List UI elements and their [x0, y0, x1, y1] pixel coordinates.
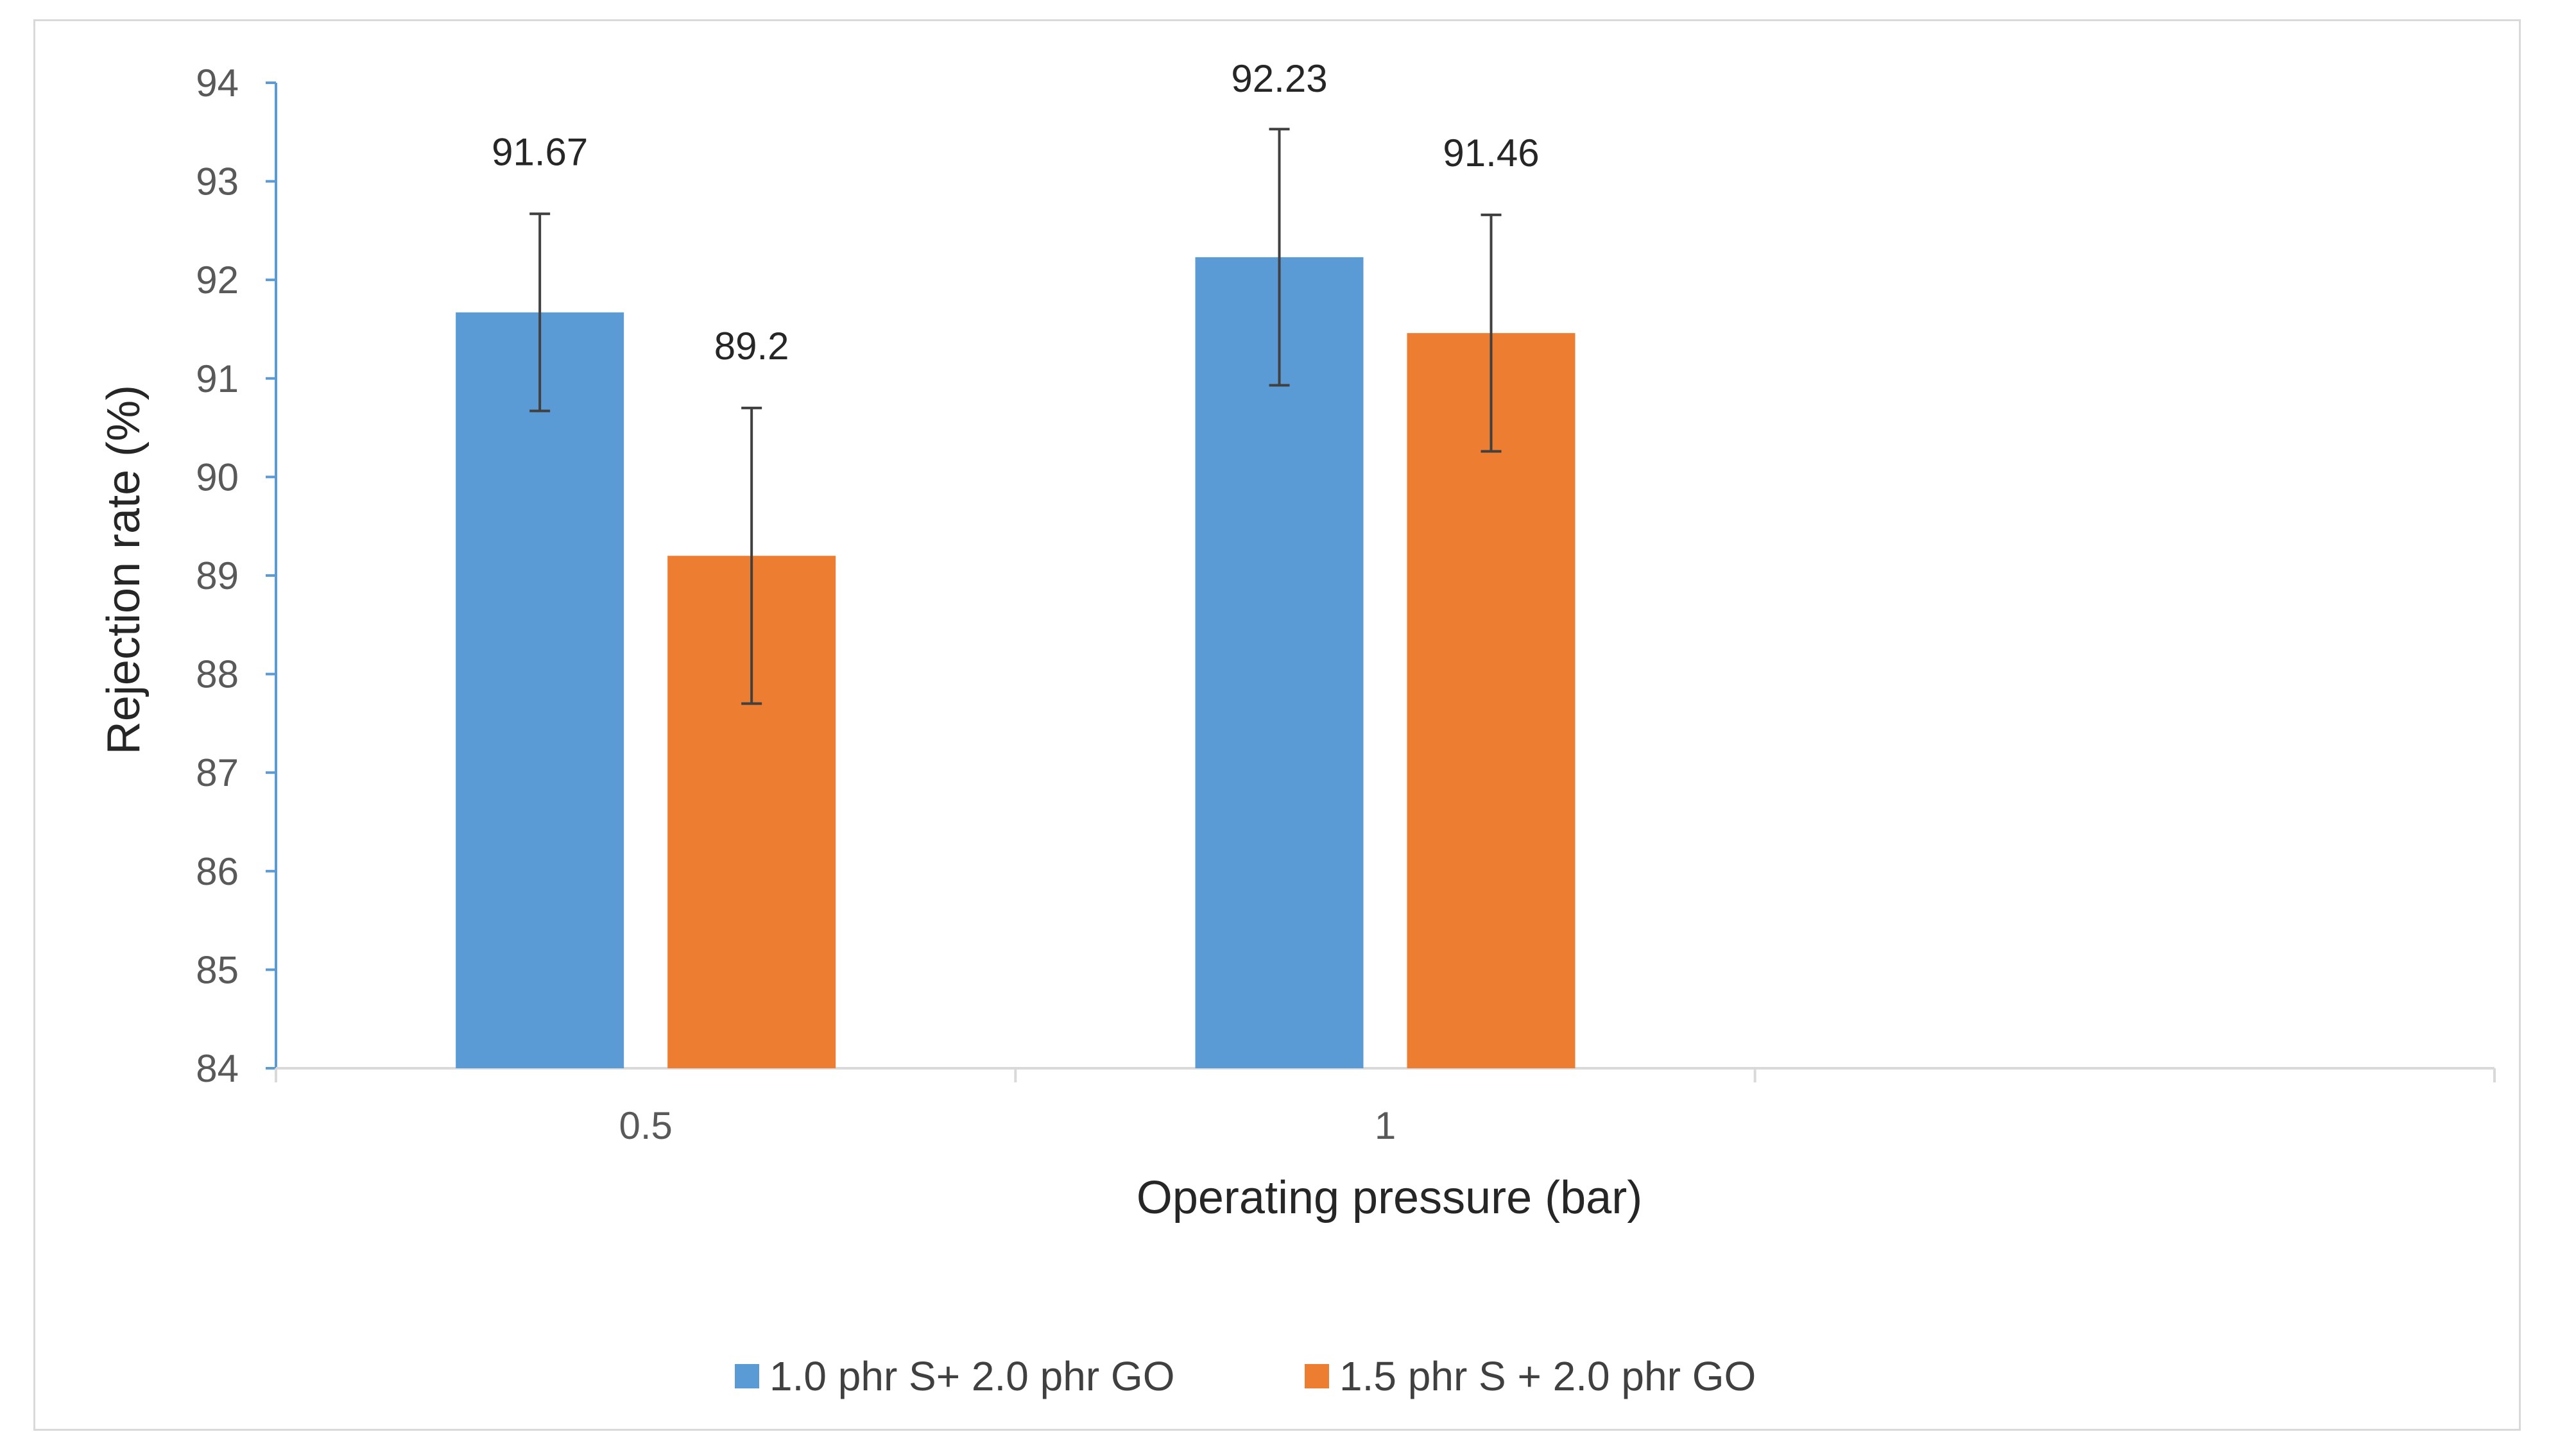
legend-label: 1.5 phr S + 2.0 phr GO: [1339, 1353, 1756, 1399]
y-tick-label: 92: [196, 259, 239, 302]
legend: 1.0 phr S+ 2.0 phr GO 1.5 phr S + 2.0 phr…: [735, 1353, 1756, 1399]
bar: [456, 312, 624, 1069]
legend-swatch: [1305, 1364, 1329, 1388]
legend-label: 1.0 phr S+ 2.0 phr GO: [769, 1353, 1174, 1399]
x-axis-title: Operating pressure (bar): [1137, 1172, 1642, 1224]
x-tick-label: 0.5: [619, 1104, 672, 1147]
chart-frame: 84 85 86 87 88 89 90 91 92 93 94 0.5 1 91.67 92.23 89.…: [33, 19, 2521, 1431]
data-label: 92.23: [1231, 57, 1327, 100]
y-tick-label: 90: [196, 456, 239, 499]
y-tick-label: 93: [196, 160, 239, 203]
y-axis-title: Rejection rate (%): [98, 385, 150, 755]
bars: [456, 257, 1576, 1069]
error-bars: [529, 128, 1502, 705]
bar-chart: 84 85 86 87 88 89 90 91 92 93 94 0.5 1 91.67 92.23 89.…: [98, 57, 2496, 1399]
x-tick-label: 1: [1375, 1104, 1396, 1147]
y-tick-label: 86: [196, 850, 239, 893]
data-label: 91.46: [1443, 132, 1539, 175]
y-tick-label: 85: [196, 948, 239, 991]
data-label: 89.2: [714, 325, 789, 368]
y-tick-label: 89: [196, 554, 239, 597]
axes: 84 85 86 87 88 89 90 91 92 93 94 0.5 1: [196, 62, 2496, 1147]
bar: [1407, 333, 1576, 1068]
y-tick-label: 94: [196, 62, 239, 105]
y-tick-label: 87: [196, 751, 239, 794]
data-labels: 91.67 92.23 89.2 91.46: [492, 57, 1539, 368]
bar: [1195, 257, 1364, 1068]
y-tick-label: 91: [196, 357, 239, 400]
y-tick-label: 88: [196, 653, 239, 696]
data-label: 91.67: [492, 130, 588, 173]
y-tick-label: 84: [196, 1047, 239, 1090]
legend-swatch: [735, 1364, 759, 1388]
